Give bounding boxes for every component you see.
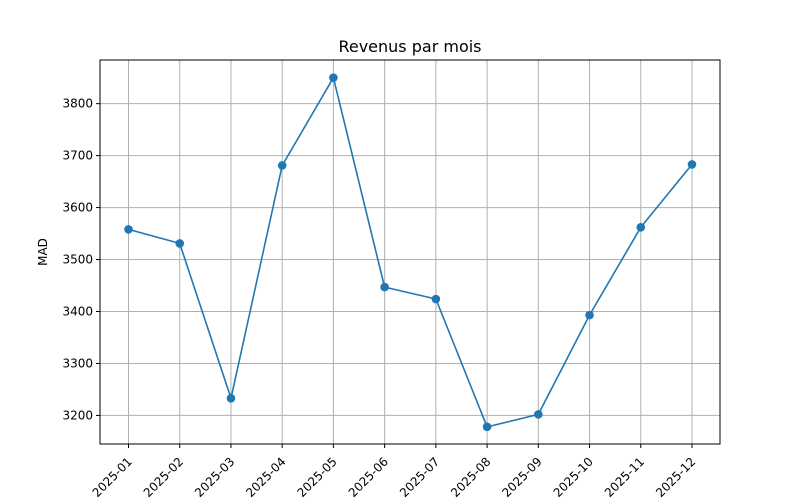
plot-area-frame: [99, 59, 721, 445]
y-tick-label: 3700: [62, 149, 93, 163]
y-tick-label: 3200: [62, 408, 93, 422]
data-point: [277, 161, 287, 170]
chart-title: Revenus par mois: [338, 37, 481, 56]
data-point: [329, 73, 338, 82]
y-tick-label: 3400: [62, 304, 93, 318]
data-point: [482, 422, 492, 432]
x-tick-label: 2025-01: [90, 455, 135, 500]
y-axis-label: MAD: [36, 238, 50, 266]
x-tick-label: 2025-09: [499, 455, 544, 500]
x-tick-label: 2025-08: [448, 455, 493, 500]
data-point: [636, 223, 646, 232]
y-tick-label: 3500: [62, 253, 93, 267]
x-tick-label: 2025-03: [192, 455, 237, 500]
x-tick-label: 2025-10: [551, 455, 596, 500]
data-point: [585, 310, 594, 320]
x-tick-label: 2025-12: [653, 455, 698, 500]
data-point: [124, 225, 133, 234]
series-line: [128, 76, 693, 428]
y-tick-label: 3800: [62, 97, 93, 111]
x-tick-label: 2025-07: [397, 455, 442, 500]
x-tick-label: 2025-06: [346, 455, 391, 500]
data-point: [431, 294, 441, 304]
data-point: [380, 282, 389, 292]
y-tick-label: 3300: [62, 356, 93, 370]
axis-ticks: 2025-01 2025-02 2025-03 2025-04 2025-05 2025-…: [62, 97, 698, 500]
x-tick-label: 2025-02: [141, 455, 186, 500]
x-tick-label: 2025-11: [602, 455, 647, 500]
series-layer: [124, 73, 697, 432]
data-point: [687, 160, 697, 169]
x-tick-label: 2025-04: [243, 455, 288, 500]
data-point: [226, 393, 236, 403]
x-tick-label: 2025-05: [294, 455, 339, 500]
grid-lines: [100, 60, 720, 444]
data-point: [175, 239, 185, 248]
y-tick-label: 3600: [62, 201, 93, 215]
data-point: [534, 410, 543, 419]
